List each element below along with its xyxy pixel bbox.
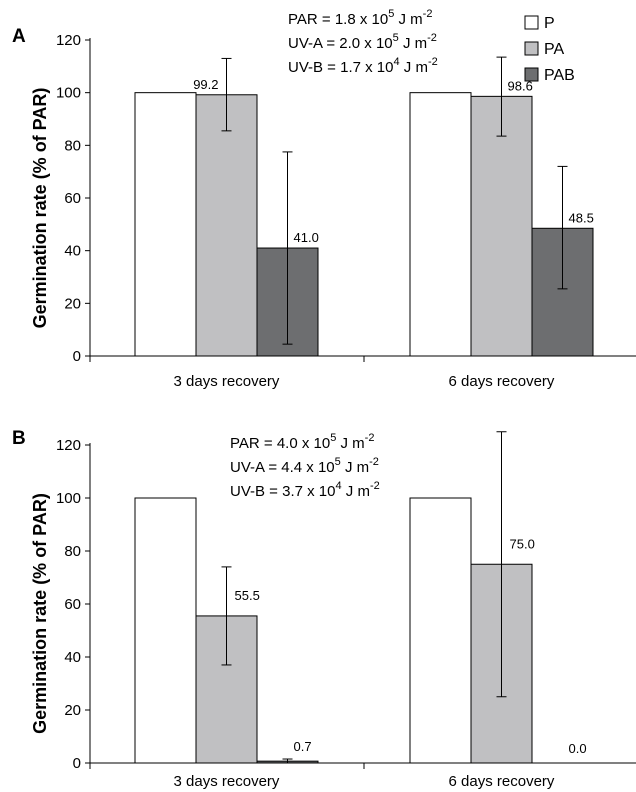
- data-label: 41.0: [294, 230, 319, 245]
- error-bar: [221, 566, 232, 666]
- y-tick-label: 0: [73, 348, 81, 365]
- y-tick-label: 80: [64, 543, 81, 560]
- annot-unit: J m: [399, 35, 427, 52]
- data-label: 99.2: [193, 77, 218, 92]
- annot-sup: 5: [388, 8, 394, 20]
- annot-text: UV-B = 1.7 x 10: [288, 59, 393, 76]
- dose-annotation: UV-B = 1.7 x 104 J m-2: [288, 56, 438, 76]
- panel-letter: B: [12, 428, 26, 449]
- error-bar: [282, 758, 293, 764]
- legend-swatch-p: [524, 15, 539, 30]
- annot-unit: J m: [342, 483, 370, 500]
- annot-text: PAR = 1.8 x 10: [288, 11, 388, 28]
- annot-unit: J m: [394, 11, 422, 28]
- legend-label: PAB: [544, 67, 575, 84]
- dose-annotation: PAR = 4.0 x 105 J m-2: [230, 432, 374, 452]
- y-tick-label: 120: [56, 437, 81, 454]
- error-bar: [557, 165, 568, 290]
- legend-label: PA: [544, 41, 564, 58]
- bar-pa: [195, 94, 258, 357]
- dose-annotation: UV-A = 2.0 x 105 J m-2: [288, 32, 437, 52]
- data-label: 48.5: [569, 210, 594, 225]
- annot-sup: 5: [330, 432, 336, 444]
- annot-unit: J m: [341, 459, 369, 476]
- y-tick-label: 80: [64, 137, 81, 154]
- panel-letter: A: [12, 26, 26, 47]
- y-tick-label: 100: [56, 85, 81, 102]
- y-axis-label: Germination rate (% of PAR): [30, 493, 50, 734]
- y-tick-label: 60: [64, 190, 81, 207]
- error-bar: [282, 151, 293, 345]
- x-category-label: 3 days recovery: [174, 373, 280, 390]
- data-label: 98.6: [508, 78, 533, 93]
- x-category-label: 6 days recovery: [449, 773, 555, 790]
- data-label: 0.0: [569, 741, 587, 756]
- y-tick-label: 20: [64, 295, 81, 312]
- annot-text: UV-B = 3.7 x 10: [230, 483, 335, 500]
- dose-annotation: PAR = 1.8 x 105 J m-2: [288, 8, 432, 28]
- error-bar: [496, 56, 507, 137]
- error-bar: [496, 431, 507, 698]
- data-label: 75.0: [510, 536, 535, 551]
- annot-text: UV-A = 4.4 x 10: [230, 459, 335, 476]
- annot-unit-sup: -2: [423, 8, 433, 20]
- annot-sup: 4: [393, 56, 399, 68]
- legend: P PA PAB: [524, 15, 575, 84]
- annot-sup: 5: [393, 32, 399, 44]
- chart-panel-a: A 0 20 40 60 80 100 120 3 days recovery 6 days re…: [12, 8, 636, 390]
- y-tick-label: 40: [64, 243, 81, 260]
- dose-annotation: UV-B = 3.7 x 104 J m-2: [230, 480, 380, 500]
- bar-p: [134, 497, 197, 764]
- bar-p: [409, 92, 472, 357]
- data-label: 0.7: [294, 739, 312, 754]
- y-tick-label: 60: [64, 596, 81, 613]
- annot-sup: 5: [335, 456, 341, 468]
- annot-text: PAR = 4.0 x 10: [230, 435, 330, 452]
- legend-swatch-pa: [524, 41, 539, 56]
- data-label: 55.5: [235, 588, 260, 603]
- annot-unit: J m: [336, 435, 364, 452]
- legend-swatch-pab: [524, 67, 539, 82]
- bar-p: [134, 92, 197, 357]
- annot-unit-sup: -2: [427, 32, 437, 44]
- y-tick-label: 120: [56, 32, 81, 49]
- y-axis-label: Germination rate (% of PAR): [30, 88, 50, 329]
- annot-unit-sup: -2: [369, 456, 379, 468]
- legend-label: P: [544, 15, 555, 32]
- y-tick-label: 20: [64, 702, 81, 719]
- annot-unit-sup: -2: [365, 432, 375, 444]
- x-category-label: 6 days recovery: [449, 373, 555, 390]
- bar-pa: [470, 95, 533, 357]
- x-category-label: 3 days recovery: [174, 773, 280, 790]
- bar-p: [409, 497, 472, 764]
- annot-unit: J m: [400, 59, 428, 76]
- y-tick-label: 40: [64, 649, 81, 666]
- error-bar: [221, 57, 232, 132]
- chart-panel-b: B 0 20 40 60 80 100 120 3 days recovery 6 days re…: [12, 428, 636, 790]
- annot-unit-sup: -2: [370, 480, 380, 492]
- dose-annotation: UV-A = 4.4 x 105 J m-2: [230, 456, 379, 476]
- annot-unit-sup: -2: [428, 56, 438, 68]
- annot-text: UV-A = 2.0 x 10: [288, 35, 393, 52]
- y-tick-label: 100: [56, 490, 81, 507]
- annot-sup: 4: [335, 480, 341, 492]
- y-tick-label: 0: [73, 755, 81, 772]
